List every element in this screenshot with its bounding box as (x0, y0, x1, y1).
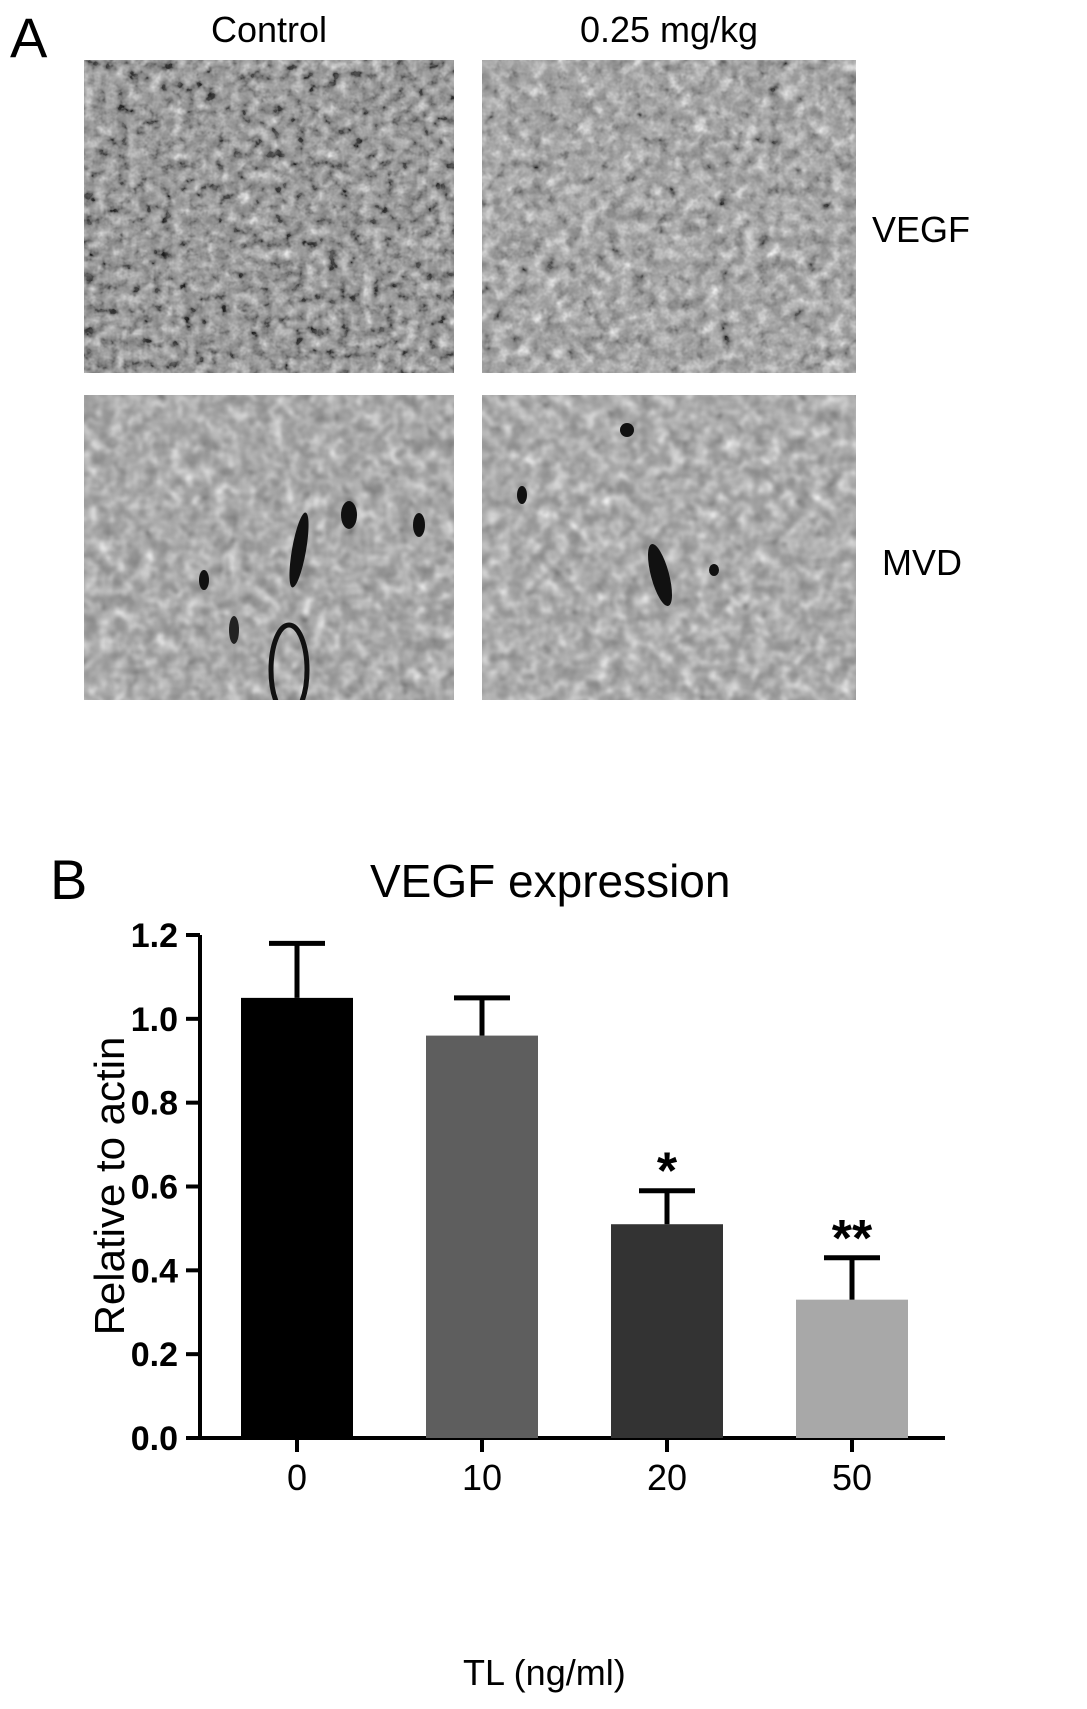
x-axis-label: TL (ng/ml) (463, 1652, 626, 1693)
column-label-control: Control (210, 9, 328, 50)
y-tick-label: 0.2 (131, 1336, 178, 1374)
y-tick-label: 1.0 (131, 1001, 178, 1039)
y-tick-label: 0.6 (131, 1169, 178, 1207)
bar-50 (796, 1299, 908, 1438)
x-tick-label-20: 20 (647, 1457, 687, 1498)
micrograph-mvd-dose (482, 395, 856, 700)
bar-20 (611, 1224, 723, 1438)
panel-a-letter: A (10, 6, 48, 69)
significance-20: * (657, 1143, 678, 1201)
chart-title: VEGF expression (370, 855, 731, 907)
y-axis-label: Relative to actin (86, 1036, 133, 1336)
micrograph-vegf-dose (482, 60, 856, 373)
bar-0 (241, 997, 353, 1438)
y-tick-label: 0.0 (131, 1420, 178, 1458)
micrograph-mvd-control (84, 395, 454, 700)
column-label-dose: 0.25 mg/kg (579, 9, 759, 50)
row-label-mvd: MVD (882, 542, 962, 583)
x-tick-label-50: 50 (832, 1457, 872, 1498)
significance-50: ** (832, 1210, 873, 1268)
panel-b-letter: B (50, 848, 88, 911)
x-tick-label-0: 0 (287, 1457, 307, 1498)
bar-10 (426, 1035, 538, 1438)
x-tick-label-10: 10 (462, 1457, 502, 1498)
y-tick-label: 1.2 (131, 917, 178, 955)
row-label-vegf: VEGF (872, 209, 971, 250)
y-tick-label: 0.4 (131, 1252, 178, 1290)
y-tick-label: 0.8 (131, 1085, 178, 1123)
micrograph-vegf-control (84, 60, 454, 373)
